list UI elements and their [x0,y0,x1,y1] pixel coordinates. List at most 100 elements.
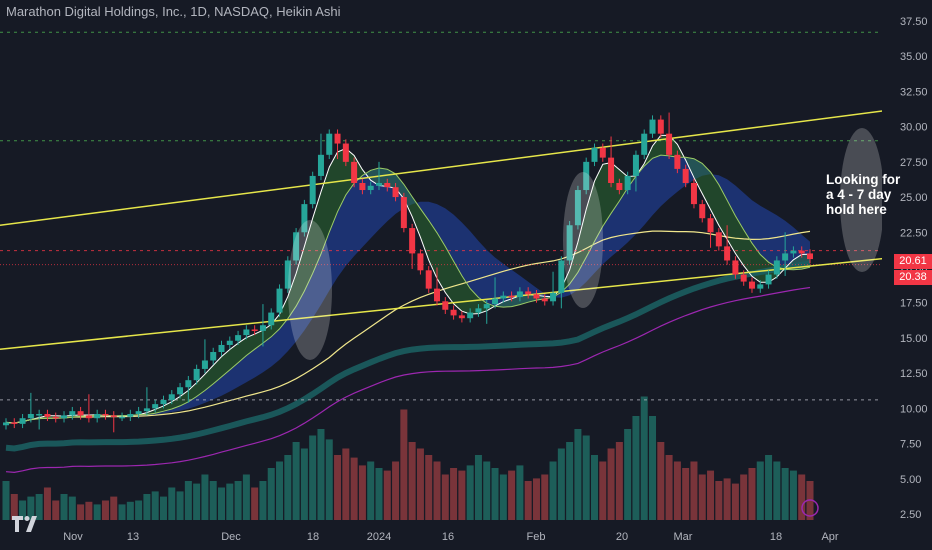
volume-bar [590,455,598,520]
volume-bar [400,409,408,520]
annotation-line-1: Looking for [826,172,901,187]
volume-bar [334,455,342,520]
candle-body [798,250,805,254]
candle-body [434,288,441,302]
volume-bar [516,465,524,520]
candle-body [143,408,150,412]
volume-bar [251,487,259,520]
candle-body [732,260,739,275]
candle-body [674,154,681,169]
volume-bar [43,487,51,520]
candle-body [334,133,341,144]
candle-body [591,147,598,162]
volume-bar [226,483,234,520]
volume-bar [483,461,491,520]
volume-bar [557,448,565,520]
volume-bar [458,470,466,520]
candle-body [392,187,399,198]
highlight-ellipses [288,128,884,517]
candle-body [599,147,606,158]
volume-bar [632,416,640,520]
candle-body [790,250,797,254]
time-tick-label: Mar [674,531,693,543]
candle-body [326,133,333,155]
volume-bar [731,483,739,520]
volume-bar [657,442,665,520]
volume-bar [93,504,101,520]
candle-body [293,232,300,261]
candle-body [458,315,465,319]
annotation-text: Looking for a 4 - 7 day hold here [826,172,906,217]
volume-bar [68,496,76,520]
volume-bar [317,429,325,520]
tradingview-logo-icon [12,516,37,532]
candle-body [748,281,755,289]
time-tick-label: Feb [527,531,546,543]
candle-body [475,308,482,313]
volume-bar [325,439,333,520]
volume-bar [756,461,764,520]
volume-bar [615,442,623,520]
candle-body [682,168,689,183]
candle-body [773,260,780,275]
candle-body [94,413,101,419]
time-tick-label: 18 [307,531,319,543]
price-tick-label: 7.50 [900,439,921,451]
candle-body [301,204,308,233]
price-tick-label: 17.50 [900,298,928,310]
volume-bar [408,442,416,520]
volume-bar [176,491,184,520]
volume-bar [110,496,118,520]
candle-body [624,175,631,191]
ma-purple-line [5,286,811,474]
candle-body [317,154,324,176]
annotation-line-2: a 4 - 7 day [826,187,892,202]
candle-body [52,416,59,419]
candle-body [765,274,772,285]
volume-bar [566,442,574,520]
candle-body [375,182,382,186]
volume-bar [574,429,582,520]
ribbon-blue [6,155,810,424]
volume-bar [491,468,499,520]
volume-bar [698,474,706,520]
candle-body [351,161,358,183]
candle-body [268,312,275,326]
volume-bar [450,468,458,520]
candle-body [193,368,200,381]
price-tick-label: 25.00 [900,192,928,204]
candle-body [757,284,764,289]
volume-bar [276,461,284,520]
candle-body [177,387,184,395]
candle-body [699,204,706,219]
chart-title: Marathon Digital Holdings, Inc., 1D, NAS… [6,4,341,19]
candle-body [201,360,208,369]
volume-bar [358,465,366,520]
candle-body [400,197,407,229]
price-tick-label: 32.50 [900,86,928,98]
candle-body [251,329,258,331]
candle-body [259,325,266,331]
volume-bar [2,481,10,520]
price-tick-label: 30.00 [900,122,928,134]
candle-body [409,228,416,254]
candle-body [276,288,283,313]
second-price-tag: 20.38 [894,270,932,285]
volume-bar [267,468,275,520]
highlight-ellipse [288,220,332,360]
candle-body [127,413,134,417]
volume-bar [549,461,557,520]
candle-body [690,182,697,205]
volume-bar [707,470,715,520]
candle-body [185,380,192,388]
volume-bar [383,470,391,520]
candle-body [608,157,615,183]
candle-body [61,415,68,419]
candle-body [226,340,233,345]
volume-bar [723,478,731,520]
time-tick-label: Nov [63,531,83,543]
volume-bar [499,474,507,520]
time-tick-label: 18 [770,531,782,543]
candle-body [715,232,722,247]
